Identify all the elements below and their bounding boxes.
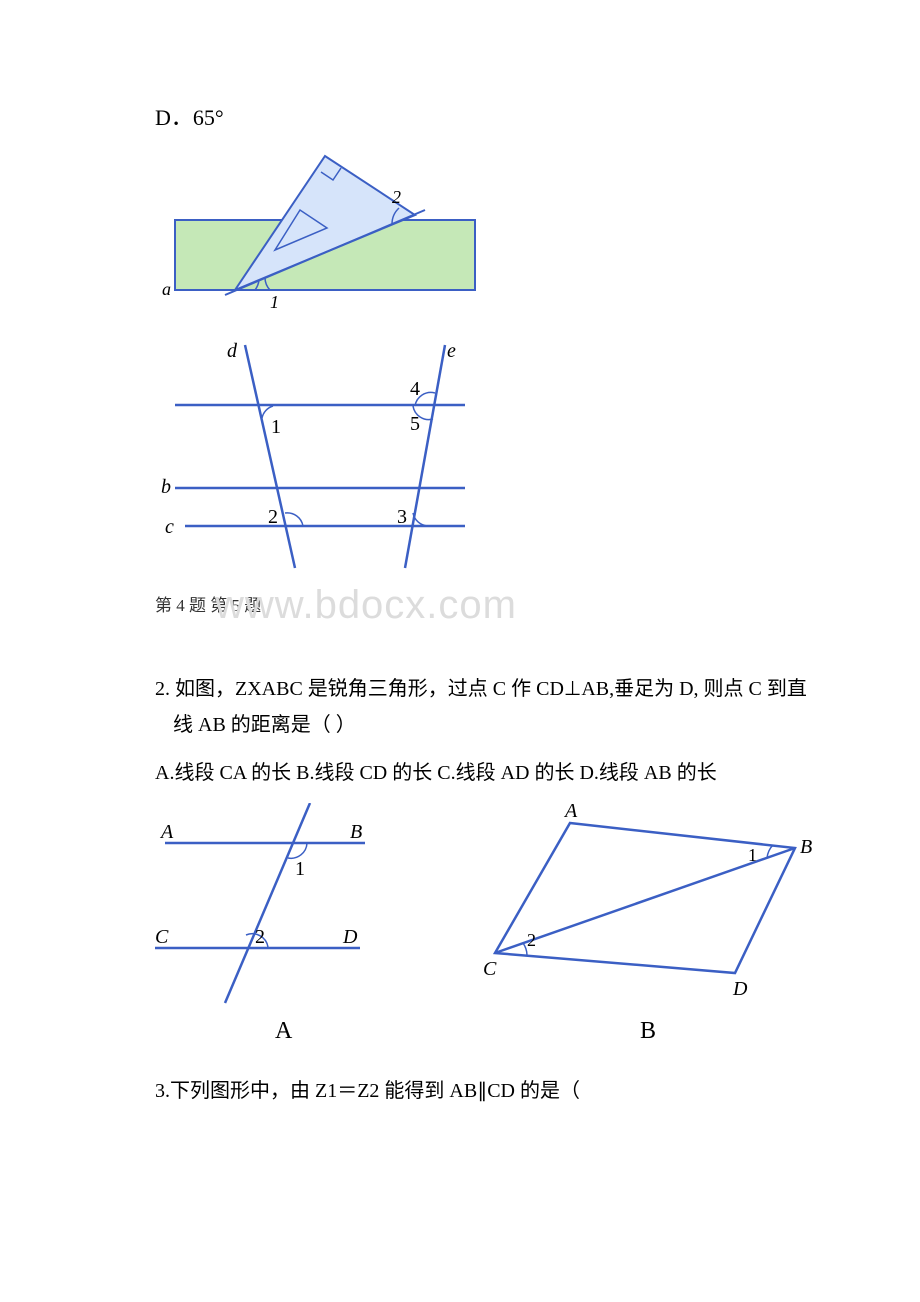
figure-3: A B C D 1 2 A A B C D 1 2 B: [155, 803, 820, 1063]
q2-text: 2. 如图，ZXABC 是锐角三角形，过点 C 作 CD⊥AB,垂足为 D, 则…: [155, 671, 820, 743]
right-B-label: B: [800, 836, 812, 858]
line-d: [245, 345, 295, 568]
label-num-2: 2: [268, 506, 278, 528]
figure-2-svg: d e b c 1 2 3 4 5: [155, 333, 485, 583]
left-C: C: [155, 926, 169, 948]
right-A: A: [563, 803, 578, 822]
right-C: C: [483, 958, 497, 980]
arc-2: [285, 513, 303, 526]
left-2: 2: [255, 926, 265, 948]
right-1: 1: [748, 845, 757, 865]
right-2: 2: [527, 930, 536, 950]
q3-text: 3.下列图形中，由 Z1＝Z2 能得到 AB∥CD 的是（: [155, 1073, 820, 1109]
label-1: 1: [270, 292, 279, 312]
label-d: d: [227, 340, 238, 362]
label-num-1: 1: [271, 416, 281, 438]
left-label-A: A: [275, 1018, 293, 1044]
q2-answers: A.线段 CA 的长 B.线段 CD 的长 C.线段 AD 的长 D.线段 AB…: [155, 755, 820, 791]
label-e: e: [447, 340, 456, 362]
figure-2: d e b c 1 2 3 4 5: [155, 333, 820, 583]
label-num-5: 5: [410, 413, 420, 435]
left-1: 1: [295, 858, 305, 880]
caption-4-5: 第 4 题 第 5 题: [155, 591, 820, 616]
left-D: D: [342, 926, 358, 948]
left-B: B: [350, 821, 362, 843]
label-a: a: [162, 279, 171, 299]
figure-1-svg: 2 1 a: [155, 150, 505, 325]
figure-3-svg: A B C D 1 2 A A B C D 1 2 B: [155, 803, 815, 1063]
right-group: A B C D 1 2 B: [483, 803, 812, 1044]
label-c: c: [165, 516, 174, 538]
label-2: 2: [392, 187, 401, 207]
label-num-3: 3: [397, 506, 407, 528]
right-D: D: [732, 978, 748, 1000]
right-label-B: B: [640, 1018, 656, 1044]
label-num-4: 4: [410, 378, 420, 400]
left-A: A: [159, 821, 174, 843]
figure-1: 2 1 a: [155, 150, 820, 325]
option-d-text: D．65°: [155, 100, 820, 132]
left-transversal: [225, 803, 310, 1003]
label-b: b: [161, 476, 171, 498]
